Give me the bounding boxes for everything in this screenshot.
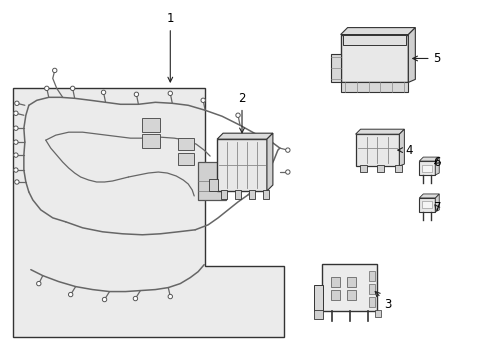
Circle shape bbox=[14, 111, 18, 116]
Text: 3: 3 bbox=[375, 292, 391, 311]
FancyBboxPatch shape bbox=[360, 165, 367, 172]
Circle shape bbox=[102, 297, 107, 302]
Polygon shape bbox=[419, 157, 439, 161]
FancyBboxPatch shape bbox=[331, 54, 341, 82]
Polygon shape bbox=[419, 194, 439, 198]
Text: 1: 1 bbox=[167, 12, 174, 82]
FancyBboxPatch shape bbox=[356, 134, 399, 166]
Text: 6: 6 bbox=[434, 156, 441, 168]
FancyBboxPatch shape bbox=[377, 165, 385, 172]
FancyBboxPatch shape bbox=[217, 139, 267, 191]
FancyBboxPatch shape bbox=[263, 190, 269, 199]
FancyBboxPatch shape bbox=[422, 201, 432, 208]
FancyBboxPatch shape bbox=[343, 35, 406, 45]
Polygon shape bbox=[408, 28, 416, 82]
Polygon shape bbox=[399, 129, 404, 166]
Circle shape bbox=[71, 86, 75, 91]
Circle shape bbox=[52, 68, 57, 73]
FancyBboxPatch shape bbox=[422, 165, 432, 171]
Polygon shape bbox=[13, 88, 284, 337]
FancyBboxPatch shape bbox=[347, 289, 356, 300]
FancyBboxPatch shape bbox=[331, 276, 340, 287]
FancyBboxPatch shape bbox=[419, 161, 435, 175]
FancyBboxPatch shape bbox=[375, 310, 381, 318]
Polygon shape bbox=[267, 133, 273, 191]
Text: 7: 7 bbox=[434, 201, 441, 215]
FancyBboxPatch shape bbox=[178, 153, 194, 165]
Circle shape bbox=[236, 113, 240, 117]
Circle shape bbox=[101, 90, 106, 95]
FancyBboxPatch shape bbox=[395, 165, 402, 172]
FancyBboxPatch shape bbox=[221, 190, 227, 199]
Circle shape bbox=[168, 91, 172, 95]
Text: 4: 4 bbox=[398, 144, 413, 157]
Circle shape bbox=[168, 294, 172, 299]
Circle shape bbox=[134, 92, 139, 96]
Circle shape bbox=[69, 292, 73, 297]
FancyBboxPatch shape bbox=[249, 190, 255, 199]
Text: 2: 2 bbox=[238, 92, 246, 133]
FancyBboxPatch shape bbox=[178, 138, 194, 150]
Circle shape bbox=[201, 98, 205, 103]
Circle shape bbox=[45, 86, 49, 91]
FancyBboxPatch shape bbox=[419, 198, 435, 212]
FancyBboxPatch shape bbox=[143, 118, 160, 132]
FancyBboxPatch shape bbox=[143, 134, 160, 148]
Circle shape bbox=[15, 180, 19, 184]
Circle shape bbox=[133, 296, 138, 301]
FancyBboxPatch shape bbox=[314, 310, 323, 319]
FancyBboxPatch shape bbox=[369, 297, 375, 306]
FancyBboxPatch shape bbox=[314, 285, 323, 311]
Circle shape bbox=[14, 126, 18, 130]
Polygon shape bbox=[435, 194, 439, 212]
Circle shape bbox=[14, 140, 18, 144]
FancyBboxPatch shape bbox=[341, 82, 408, 92]
Circle shape bbox=[37, 282, 41, 286]
Polygon shape bbox=[435, 157, 439, 175]
FancyBboxPatch shape bbox=[198, 162, 226, 200]
Circle shape bbox=[15, 101, 19, 105]
FancyBboxPatch shape bbox=[209, 179, 218, 191]
Circle shape bbox=[14, 168, 18, 172]
Text: 5: 5 bbox=[413, 52, 441, 65]
FancyBboxPatch shape bbox=[235, 190, 241, 199]
Circle shape bbox=[400, 29, 405, 34]
Circle shape bbox=[286, 170, 290, 174]
Polygon shape bbox=[356, 129, 404, 134]
FancyBboxPatch shape bbox=[369, 271, 375, 280]
FancyBboxPatch shape bbox=[347, 276, 356, 287]
FancyBboxPatch shape bbox=[341, 35, 408, 82]
Circle shape bbox=[286, 148, 290, 152]
FancyBboxPatch shape bbox=[322, 264, 377, 311]
Polygon shape bbox=[341, 28, 416, 35]
FancyBboxPatch shape bbox=[331, 289, 340, 300]
FancyBboxPatch shape bbox=[369, 284, 375, 293]
Polygon shape bbox=[217, 133, 273, 139]
Circle shape bbox=[14, 153, 18, 157]
